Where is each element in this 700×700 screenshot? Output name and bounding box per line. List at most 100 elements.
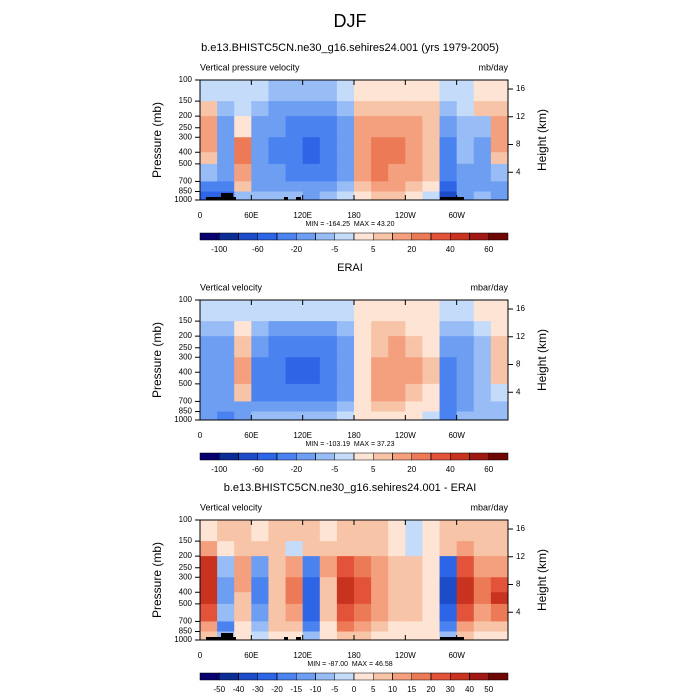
contour-cell [371, 80, 389, 102]
contour-cell [473, 520, 492, 542]
colorbar-box [411, 452, 432, 461]
contour-cell [422, 163, 440, 182]
contour-cell [319, 603, 338, 622]
contour-cell [217, 383, 235, 402]
contour-cell [234, 116, 252, 138]
contour-cell [456, 631, 475, 641]
contour-cell [405, 152, 423, 165]
contour-cell [405, 556, 423, 578]
figure-title: DJF [334, 11, 367, 31]
contour-cell [285, 592, 304, 605]
colorbar-label: 40 [465, 685, 474, 694]
contour-cell [354, 357, 372, 373]
contour-cell [217, 577, 235, 593]
contour-cell [388, 336, 406, 358]
contour-cell [405, 101, 423, 117]
y-axis-title: Pressure (mb) [150, 322, 164, 398]
contour-cell [251, 411, 269, 421]
contour-cell [371, 631, 389, 641]
left-label: Vertical pressure velocity [200, 62, 300, 72]
contour-cell [251, 137, 269, 153]
contour-cell [200, 137, 218, 153]
contour-cell [285, 556, 304, 578]
units-label: mbar/day [470, 282, 508, 292]
contour-cell [234, 577, 252, 593]
contour-cell [456, 300, 475, 322]
contour-cell [405, 191, 423, 201]
contour-cell [371, 577, 389, 593]
topography [296, 637, 301, 640]
contour-cell [200, 191, 218, 201]
contour-cell [354, 541, 372, 557]
contour-cell [439, 300, 458, 322]
contour-cell [319, 631, 338, 641]
contour-cell [456, 321, 475, 337]
contour-cell [302, 321, 321, 337]
x-tick-label: 120W [395, 651, 416, 660]
contour-cell [490, 80, 509, 102]
contour-cell [456, 163, 475, 182]
contour-cell [285, 116, 304, 138]
contour-cell [490, 383, 509, 402]
contour-cell [422, 631, 440, 641]
contour-cell [388, 577, 406, 593]
colorbar-box [373, 232, 393, 241]
contour-cell [234, 541, 252, 557]
contour-cell [439, 357, 458, 373]
contour-cell [422, 300, 440, 322]
contour-cell [234, 357, 252, 373]
contour-cell [336, 321, 355, 337]
y2-tick-label: 12 [516, 112, 525, 121]
x-tick-label: 0 [198, 211, 203, 220]
contour-cell [200, 181, 218, 192]
colorbar-box [296, 232, 316, 241]
contour-cell [200, 372, 218, 385]
contour-cell [490, 116, 509, 138]
contour-cell [285, 137, 304, 153]
colorbar-label: -20 [290, 465, 302, 474]
contour-cell [285, 621, 304, 632]
colorbar-label: -15 [290, 685, 302, 694]
contour-cell [405, 321, 423, 337]
contour-cell [217, 80, 235, 102]
contour-cell [422, 357, 440, 373]
contour-cell [439, 621, 458, 632]
contour-cell [251, 191, 269, 201]
x-tick-label: 180 [347, 431, 361, 440]
colorbar-box [315, 672, 335, 681]
contour-cell [439, 631, 458, 641]
x-tick-label: 0 [198, 431, 203, 440]
contour-cell [268, 577, 286, 593]
y-tick-label: 700 [179, 177, 193, 186]
contour-cell [336, 621, 355, 632]
contour-cell [371, 357, 389, 373]
contour-cell [285, 372, 304, 385]
contour-cell [388, 116, 406, 138]
contour-cell [405, 411, 423, 421]
contour-cell [422, 116, 440, 138]
contour-cell [388, 101, 406, 117]
contour-cell [285, 152, 304, 165]
y-tick-label: 850 [179, 187, 193, 196]
contour-cell [388, 592, 406, 605]
contour-cell [268, 336, 286, 358]
contour-cell [285, 541, 304, 557]
contour-cell [405, 520, 423, 542]
contour-cell [319, 152, 338, 165]
contour-cell [217, 300, 235, 322]
x-tick-label: 180 [347, 651, 361, 660]
x-tick-label: 60W [448, 651, 465, 660]
contour-cell [422, 577, 440, 593]
y-tick-label: 400 [179, 147, 193, 156]
colorbar-label: 5 [371, 245, 376, 254]
y-tick-label: 500 [179, 599, 193, 608]
y2-tick-label: 16 [516, 304, 525, 313]
contour-cell [251, 401, 269, 412]
contour-cell [319, 116, 338, 138]
contour-cell [388, 372, 406, 385]
contour-cell [336, 411, 355, 421]
contour-cell [456, 372, 475, 385]
contour-cell [456, 137, 475, 153]
contour-cell [336, 401, 355, 412]
contour-cell [371, 372, 389, 385]
